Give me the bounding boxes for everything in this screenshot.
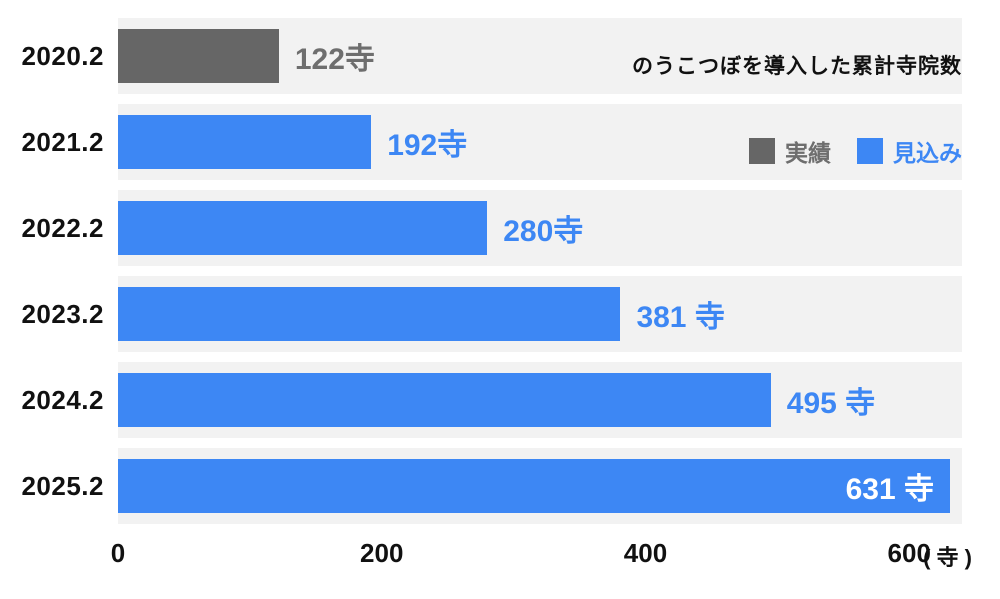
bar-value-label: 122寺: [294, 43, 375, 76]
bar-value-label: 495 寺: [786, 387, 876, 420]
bar-2020: [118, 29, 279, 83]
chart-row: 2020.2 122寺: [0, 18, 1000, 94]
x-axis-tick: 200: [360, 538, 404, 568]
y-axis-label: 2024.2: [21, 384, 104, 415]
chart-row: 2024.2 495 寺: [0, 362, 1000, 438]
row-band: 192寺: [118, 104, 962, 180]
bar-2024: [118, 373, 771, 427]
legend-item-actual: 実績: [749, 134, 831, 168]
y-axis-label: 2023.2: [21, 298, 104, 329]
y-axis-label: 2021.2: [21, 126, 104, 157]
chart-row: 2023.2 381 寺: [0, 276, 1000, 352]
row-band: 381 寺: [118, 276, 962, 352]
chart-row: 2021.2 192寺: [0, 104, 1000, 180]
bar-2025: [118, 459, 951, 513]
chart-row: 2025.2 631 寺: [0, 448, 1000, 524]
x-axis-tick: 600: [887, 538, 931, 568]
bar-2022: [118, 201, 488, 255]
row-band: 495 寺: [118, 362, 962, 438]
y-axis-label: 2022.2: [21, 212, 104, 243]
row-band: 280寺: [118, 190, 962, 266]
chart-title: のうこつぼを導入した累計寺院数: [632, 55, 962, 78]
legend-item-forecast: 見込み: [857, 134, 962, 168]
bar-value-label: 192寺: [387, 129, 468, 162]
x-axis-tick: 0: [110, 538, 126, 568]
bar-2023: [118, 287, 621, 341]
chart-row: 2022.2 280寺: [0, 190, 1000, 266]
legend-swatch-forecast: [857, 138, 883, 164]
legend-swatch-actual: [749, 138, 775, 164]
y-axis-label: 2025.2: [21, 470, 104, 501]
row-band: 122寺: [118, 18, 962, 94]
x-axis-tick: 400: [623, 538, 668, 568]
bar-2021: [118, 115, 372, 169]
y-axis-label: 2020.2: [21, 40, 104, 71]
bar-chart: 2020.2 122寺 2021.2 192寺 2022.2 280寺 2023…: [0, 18, 1000, 578]
bar-value-label: 280寺: [503, 215, 584, 248]
bar-value-label: 631 寺: [845, 473, 934, 506]
x-axis-unit: ( 寺 ): [923, 545, 972, 570]
row-band: 631 寺: [118, 448, 962, 524]
bar-value-label: 381 寺: [636, 301, 725, 334]
legend: 実績 見込み: [749, 134, 962, 168]
legend-label-actual: 実績: [785, 140, 831, 166]
legend-label-forecast: 見込み: [893, 140, 962, 166]
x-axis: 0 200 400 600 ( 寺 ): [111, 538, 972, 578]
